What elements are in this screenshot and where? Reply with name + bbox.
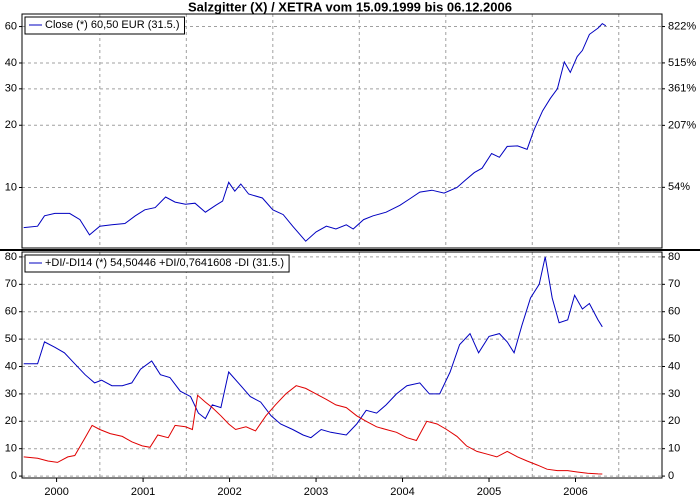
y2-tick-label: 0 (668, 470, 674, 482)
y2-tick-label: 361% (668, 83, 696, 95)
series-line (23, 22, 607, 242)
legend-box (24, 254, 290, 273)
legend-box (24, 16, 185, 35)
x-tick-label: 2002 (217, 486, 241, 498)
y-tick-label: 50 (5, 333, 17, 345)
x-tick-label: 2000 (44, 486, 68, 498)
y2-tick-label: 515% (668, 57, 696, 69)
y2-tick-label: 20 (668, 415, 680, 427)
y-tick-label: 10 (5, 443, 17, 455)
y2-tick-label: 30 (668, 388, 680, 400)
legend-label: Close (*) 60,50 EUR (31.5.) (45, 19, 180, 31)
x-tick-label: 2006 (563, 486, 587, 498)
plot-area (22, 252, 662, 478)
y-tick-label: 30 (5, 388, 17, 400)
y-tick-label: 60 (5, 306, 17, 318)
series-line (23, 385, 603, 475)
legend-label: +DI/-DI14 (*) 54,50446 +DI/0,7641608 -DI… (45, 257, 284, 269)
y-tick-label: 10 (5, 181, 17, 193)
y-tick-label: 60 (5, 20, 17, 32)
y2-tick-label: 822% (668, 20, 696, 32)
x-tick-label: 2003 (304, 486, 328, 498)
x-tick-label: 2004 (390, 486, 414, 498)
chart-title: Salzgitter (X) / XETRA vom 15.09.1999 bi… (188, 0, 512, 14)
y2-tick-label: 70 (668, 278, 680, 290)
y2-tick-label: 207% (668, 119, 696, 131)
y-tick-label: 20 (5, 415, 17, 427)
x-tick-label: 2005 (477, 486, 501, 498)
y2-tick-label: 80 (668, 251, 680, 263)
y2-tick-label: 54% (668, 181, 690, 193)
legend: +DI/-DI14 (*) 54,50446 +DI/0,7641608 -DI… (24, 254, 290, 273)
y2-tick-label: 10 (668, 443, 680, 455)
y2-tick-label: 60 (668, 306, 680, 318)
y2-tick-label: 40 (668, 360, 680, 372)
series-line (23, 256, 603, 439)
y-tick-label: 20 (5, 119, 17, 131)
y-tick-label: 40 (5, 360, 17, 372)
y-tick-label: 40 (5, 57, 17, 69)
plot-area (22, 14, 662, 248)
y-tick-label: 80 (5, 251, 17, 263)
plot-frame (21, 251, 663, 479)
x-tick-label: 2001 (131, 486, 155, 498)
y-tick-label: 70 (5, 278, 17, 290)
plot-frame (21, 13, 663, 249)
y-tick-label: 30 (5, 83, 17, 95)
y-tick-label: 0 (11, 470, 17, 482)
y2-tick-label: 50 (668, 333, 680, 345)
legend: Close (*) 60,50 EUR (31.5.) (24, 16, 185, 35)
